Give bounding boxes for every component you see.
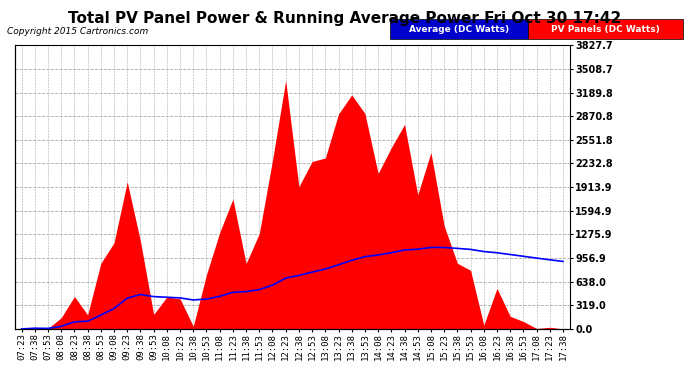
Text: Total PV Panel Power & Running Average Power Fri Oct 30 17:42: Total PV Panel Power & Running Average P… [68,11,622,26]
FancyBboxPatch shape [390,19,528,39]
Text: Average (DC Watts): Average (DC Watts) [408,25,509,34]
Text: Copyright 2015 Cartronics.com: Copyright 2015 Cartronics.com [7,27,148,36]
FancyBboxPatch shape [528,19,683,39]
Text: PV Panels (DC Watts): PV Panels (DC Watts) [551,25,660,34]
